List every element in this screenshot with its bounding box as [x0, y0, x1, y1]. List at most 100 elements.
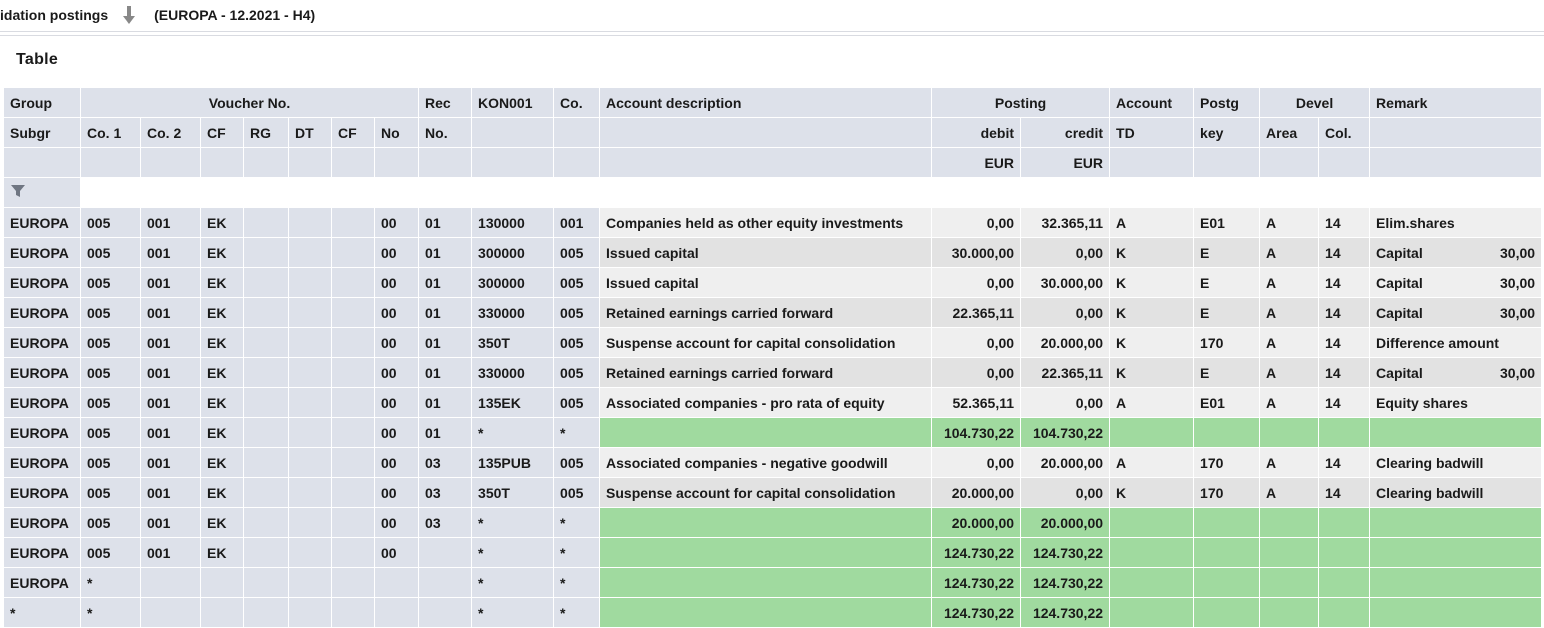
cell-credit: 22.365,11 — [1021, 358, 1111, 388]
table-row[interactable]: * * * * 124.730,22 124.730,22 — [4, 598, 1543, 628]
cell-postg-key — [1194, 418, 1261, 448]
cell-dt — [289, 508, 332, 538]
cell-account: K — [1110, 238, 1195, 268]
cell-cf — [201, 598, 244, 628]
cell-postg-key: 170 — [1194, 478, 1261, 508]
cell-account — [1110, 538, 1195, 568]
cell-dt — [289, 298, 332, 328]
cell-desc — [600, 418, 933, 448]
col-postg-top: Postg — [1194, 88, 1261, 118]
table-row[interactable]: EUROPA 005 001 EK 00 01 300000 005 Issued capita… — [4, 268, 1543, 298]
filter-cf2[interactable] — [332, 178, 375, 208]
cell-cf2 — [332, 448, 375, 478]
col-co: Co. — [554, 88, 601, 118]
col-desc: Account description — [600, 88, 933, 118]
filter-desc[interactable] — [600, 178, 933, 208]
cell-co2: 001 — [141, 358, 201, 388]
page-title: idation postings — [0, 7, 109, 23]
cell-desc — [600, 538, 933, 568]
cell-no: 00 — [375, 208, 420, 238]
filter-no[interactable] — [375, 178, 420, 208]
filter-co1[interactable] — [81, 178, 141, 208]
cell-no: 00 — [375, 358, 420, 388]
cell-cf2 — [332, 478, 375, 508]
cell-co: 005 — [554, 358, 601, 388]
filter-dt[interactable] — [289, 178, 332, 208]
table-row[interactable]: EUROPA * * * 124.730,22 124.730,22 — [4, 568, 1543, 598]
cell-desc: Suspense account for capital consolidati… — [600, 328, 933, 358]
table-row[interactable]: EUROPA 005 001 EK 00 01 300000 005 Issued capita… — [4, 238, 1543, 268]
cell-co2: 001 — [141, 508, 201, 538]
cell-credit: 20.000,00 — [1021, 328, 1111, 358]
col-debit-currency: EUR — [932, 148, 1022, 178]
cell-rg — [244, 508, 289, 538]
filter-co2[interactable] — [141, 178, 201, 208]
cell-account — [1110, 568, 1195, 598]
table-row[interactable]: EUROPA 005 001 EK 00 01 330000 005 Retained earn… — [4, 298, 1543, 328]
cell-credit: 20.000,00 — [1021, 448, 1111, 478]
table-row[interactable]: EUROPA 005 001 EK 00 01 135EK 005 Associated com… — [4, 388, 1543, 418]
cell-area: A — [1260, 448, 1320, 478]
cell-kon: 330000 — [472, 358, 555, 388]
filter-area[interactable] — [1260, 178, 1320, 208]
cell-co: 005 — [554, 388, 601, 418]
col-voucher: Voucher No. — [81, 88, 420, 118]
filter-account[interactable] — [1110, 178, 1195, 208]
filter-kon[interactable] — [472, 178, 555, 208]
filter-co[interactable] — [554, 178, 601, 208]
cell-co2: 001 — [141, 328, 201, 358]
cell-rec: 03 — [419, 508, 473, 538]
cell-group: EUROPA — [4, 508, 81, 538]
cell-group: EUROPA — [4, 478, 81, 508]
cell-rec: 01 — [419, 208, 473, 238]
cell-co1: 005 — [81, 328, 141, 358]
filter-postg[interactable] — [1194, 178, 1261, 208]
cell-dt — [289, 388, 332, 418]
cell-cf2 — [332, 388, 375, 418]
cell-cf: EK — [201, 388, 244, 418]
cell-kon: * — [472, 538, 555, 568]
table-row[interactable]: EUROPA 005 001 EK 00 * * 124.730,22 124.730,22 — [4, 538, 1543, 568]
filter-debit[interactable] — [932, 178, 1022, 208]
cell-no: 00 — [375, 448, 420, 478]
cell-rg — [244, 388, 289, 418]
cell-area — [1260, 598, 1320, 628]
cell-area: A — [1260, 298, 1320, 328]
cell-cf: EK — [201, 538, 244, 568]
filter-credit[interactable] — [1021, 178, 1111, 208]
divider — [0, 35, 1544, 36]
remark-value: 30,00 — [1500, 364, 1536, 381]
cell-co: 001 — [554, 208, 601, 238]
cell-kon: 300000 — [472, 268, 555, 298]
col-dt: DT — [289, 118, 332, 148]
cell-remark: Clearing badwill — [1370, 478, 1543, 508]
filter-remark[interactable] — [1370, 178, 1543, 208]
arrow-down-icon[interactable] — [122, 4, 136, 26]
filter-cell[interactable] — [4, 178, 81, 208]
filter-rg[interactable] — [244, 178, 289, 208]
table-row[interactable]: EUROPA 005 001 EK 00 03 350T 005 Suspense accoun… — [4, 478, 1543, 508]
cell-dt — [289, 358, 332, 388]
table-row[interactable]: EUROPA 005 001 EK 00 01 330000 005 Retained earn… — [4, 358, 1543, 388]
filter-icon[interactable] — [10, 183, 26, 199]
table-row[interactable]: EUROPA 005 001 EK 00 01 350T 005 Suspense accoun… — [4, 328, 1543, 358]
cell-postg-key: E — [1194, 268, 1261, 298]
table-row[interactable]: EUROPA 005 001 EK 00 01 130000 001 Companies hel… — [4, 208, 1543, 238]
table-row[interactable]: EUROPA 005 001 EK 00 03 135PUB 005 Associated co… — [4, 448, 1543, 478]
cell-dt — [289, 448, 332, 478]
filter-rec[interactable] — [419, 178, 473, 208]
col-credit: credit — [1021, 118, 1111, 148]
cell-dt — [289, 208, 332, 238]
cell-area: A — [1260, 208, 1320, 238]
cell-desc: Issued capital — [600, 268, 933, 298]
cell-kon: * — [472, 508, 555, 538]
filter-cf[interactable] — [201, 178, 244, 208]
filter-col[interactable] — [1319, 178, 1371, 208]
cell-co1: 005 — [81, 268, 141, 298]
table-row[interactable]: EUROPA 005 001 EK 00 01 * * 104.730,22 104.730,22 — [4, 418, 1543, 448]
cell-cf2 — [332, 568, 375, 598]
cell-area: A — [1260, 268, 1320, 298]
table-row[interactable]: EUROPA 005 001 EK 00 03 * * 20.000,00 20.000,00 — [4, 508, 1543, 538]
col-kon: KON001 — [472, 88, 555, 118]
cell-co: * — [554, 418, 601, 448]
